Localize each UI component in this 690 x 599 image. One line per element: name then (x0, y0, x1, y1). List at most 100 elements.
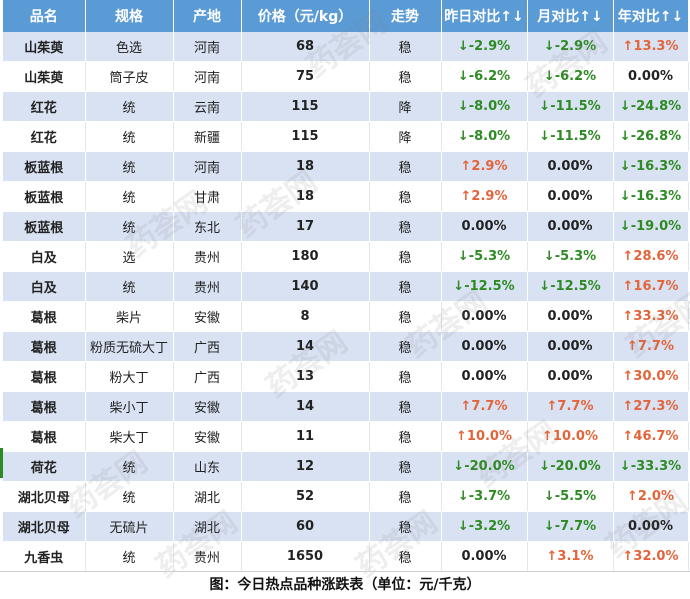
cell-origin: 贵州 (173, 271, 242, 302)
table-row: 山茱萸 筒子皮 河南 75 稳 ↓-6.2% ↓-6.2% 0.00% (3, 61, 689, 92)
header-month-change: 月对比↑↓ (527, 0, 614, 32)
cell-month-change: ↓-11.5% (527, 121, 614, 152)
cell-name: 白及 (3, 241, 86, 272)
cell-name: 山茱萸 (3, 61, 86, 92)
cell-month-change: 0.00% (527, 151, 614, 182)
cell-day-change: ↓-3.7% (441, 481, 528, 512)
table-row: 葛根 柴小丁 安徽 14 稳 ↑7.7% ↑7.7% ↑27.3% (3, 391, 689, 422)
cell-origin: 广西 (173, 361, 242, 392)
cell-year-change: ↑32.0% (613, 541, 689, 572)
cell-month-change: ↓-6.2% (527, 61, 614, 92)
cell-day-change: 0.00% (441, 301, 528, 332)
cell-month-change: ↓-5.3% (527, 241, 614, 272)
cell-price: 115 (241, 121, 370, 152)
cell-month-change: ↑3.1% (527, 541, 614, 572)
cell-month-change: 0.00% (527, 181, 614, 212)
cell-spec: 统 (85, 451, 174, 482)
header-trend: 走势 (369, 0, 442, 32)
cell-spec: 无硫片 (85, 511, 174, 542)
cell-day-change: 0.00% (441, 541, 528, 572)
cell-spec: 筒子皮 (85, 61, 174, 92)
cell-trend: 稳 (369, 361, 442, 392)
cell-origin: 河南 (173, 32, 242, 62)
cell-month-change: 0.00% (527, 331, 614, 362)
cell-month-change: 0.00% (527, 361, 614, 392)
header-day-change: 昨日对比↑↓ (441, 0, 528, 32)
cell-year-change: ↑13.3% (613, 32, 689, 62)
cell-year-change: ↑30.0% (613, 361, 689, 392)
cell-year-change: ↑7.7% (613, 331, 689, 362)
cell-origin: 安徽 (173, 421, 242, 452)
cell-year-change: ↓-24.8% (613, 91, 689, 122)
cell-price: 1650 (241, 541, 370, 572)
table-row: 红花统新疆 115 降 ↓-8.0% ↓-11.5% ↓-26.8% (3, 121, 689, 152)
table-row: 白及统贵州 140 稳 ↓-12.5% ↓-12.5% ↑16.7% (3, 271, 689, 302)
cell-day-change: ↓-8.0% (441, 121, 528, 152)
cell-price: 17 (241, 211, 370, 242)
cell-year-change: ↓-33.3% (613, 451, 689, 482)
cell-spec: 统 (85, 271, 174, 302)
cell-year-change: ↑28.6% (613, 241, 689, 272)
cell-name: 湖北贝母 (3, 481, 86, 512)
table-caption: 图：今日热点品种涨跌表（单位：元/千克） (0, 571, 690, 599)
cell-spec: 统 (85, 151, 174, 182)
cell-origin: 山东 (173, 451, 242, 482)
cell-day-change: 0.00% (441, 211, 528, 242)
table-row: 荷花统山东 12 稳 ↓-20.0% ↓-20.0% ↓-33.3% (3, 451, 689, 482)
cell-name: 板蓝根 (3, 211, 86, 242)
cell-year-change: ↑2.0% (613, 481, 689, 512)
cell-name: 红花 (3, 121, 86, 152)
cell-price: 68 (241, 32, 370, 62)
cell-day-change: ↓-6.2% (441, 61, 528, 92)
cell-year-change: 0.00% (613, 511, 689, 542)
table-row: 板蓝根统河南 18 稳 ↑2.9% 0.00% ↓-16.3% (3, 151, 689, 182)
cell-origin: 东北 (173, 211, 242, 242)
cell-day-change: ↓-5.3% (441, 241, 528, 272)
cell-trend: 稳 (369, 211, 442, 242)
cell-spec: 选 (85, 241, 174, 272)
table-header-row: 品名 规格 产地 价格（元/kg） 走势 昨日对比↑↓ 月对比↑↓ 年对比↑↓ (3, 0, 689, 32)
cell-spec: 柴片 (85, 301, 174, 332)
cell-month-change: ↓-20.0% (527, 451, 614, 482)
cell-name: 湖北贝母 (3, 511, 86, 542)
cell-price: 52 (241, 481, 370, 512)
cell-spec: 柴大丁 (85, 421, 174, 452)
cell-name: 葛根 (3, 361, 86, 392)
table-row: 白及选贵州 180 稳 ↓-5.3% ↓-5.3% ↑28.6% (3, 241, 689, 272)
cell-trend: 降 (369, 121, 442, 152)
cell-origin: 贵州 (173, 241, 242, 272)
table-row: 板蓝根统东北 17 稳 0.00% 0.00% ↓-19.0% (3, 211, 689, 242)
cell-price: 14 (241, 391, 370, 422)
cell-price: 75 (241, 61, 370, 92)
cell-year-change: ↑27.3% (613, 391, 689, 422)
cell-year-change: ↑16.7% (613, 271, 689, 302)
cell-month-change: ↓-2.9% (527, 32, 614, 62)
cell-origin: 湖北 (173, 481, 242, 512)
cell-trend: 稳 (369, 511, 442, 542)
cell-trend: 稳 (369, 32, 442, 62)
table-row: 葛根 柴大丁 安徽 11 稳 ↑10.0% ↑10.0% ↑46.7% (3, 421, 689, 452)
cell-name: 板蓝根 (3, 151, 86, 182)
price-change-table: 品名 规格 产地 价格（元/kg） 走势 昨日对比↑↓ 月对比↑↓ 年对比↑↓ … (3, 0, 689, 572)
cell-trend: 稳 (369, 151, 442, 182)
cell-day-change: ↓-20.0% (441, 451, 528, 482)
cell-trend: 稳 (369, 241, 442, 272)
cell-day-change: ↑2.9% (441, 181, 528, 212)
table-row: 板蓝根统甘肃 18 稳 ↑2.9% 0.00% ↓-16.3% (3, 181, 689, 212)
cell-price: 18 (241, 151, 370, 182)
cell-month-change: 0.00% (527, 211, 614, 242)
cell-price: 12 (241, 451, 370, 482)
cell-origin: 贵州 (173, 541, 242, 572)
cell-spec: 粉大丁 (85, 361, 174, 392)
cell-name: 荷花 (3, 451, 86, 482)
cell-day-change: ↓-8.0% (441, 91, 528, 122)
cell-name: 红花 (3, 91, 86, 122)
cell-trend: 稳 (369, 61, 442, 92)
cell-trend: 稳 (369, 271, 442, 302)
cell-spec: 统 (85, 121, 174, 152)
cell-origin: 云南 (173, 91, 242, 122)
cell-month-change: ↓-12.5% (527, 271, 614, 302)
cell-year-change: 0.00% (613, 61, 689, 92)
cell-day-change: ↑10.0% (441, 421, 528, 452)
cell-origin: 安徽 (173, 301, 242, 332)
